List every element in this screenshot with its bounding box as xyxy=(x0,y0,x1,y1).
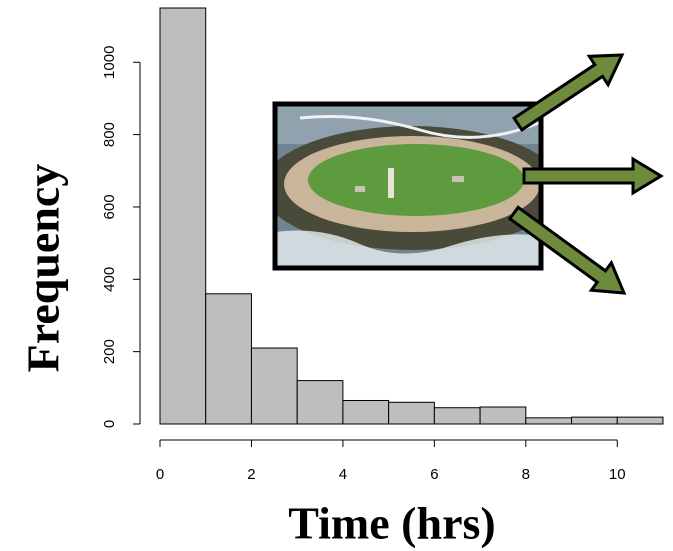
plot-area: 0 200 400 600 800 1000 0 2 4 6 8 10 xyxy=(101,7,664,483)
y-tick-label: 400 xyxy=(101,267,118,292)
bar xyxy=(571,416,618,425)
inset-photo xyxy=(272,101,544,271)
arrow xyxy=(507,205,627,295)
x-tick-label: 10 xyxy=(609,466,626,483)
bar xyxy=(342,399,390,425)
y-tick-label: 200 xyxy=(101,339,118,364)
x-tick-label: 6 xyxy=(430,466,438,483)
x-tick-label: 2 xyxy=(247,466,255,483)
y-tick-label: 800 xyxy=(101,122,118,147)
x-tick-label: 8 xyxy=(522,466,530,483)
y-tick-label: 1000 xyxy=(101,46,118,79)
y-tick-label: 0 xyxy=(101,420,118,428)
bar xyxy=(479,406,527,425)
y-tick-label: 600 xyxy=(101,194,118,219)
bar xyxy=(205,293,252,425)
arrow xyxy=(522,156,664,196)
arrows xyxy=(507,53,664,295)
x-axis-label: Time (hrs) xyxy=(288,498,495,549)
x-tick-label: 0 xyxy=(156,466,164,483)
arrow xyxy=(512,53,625,132)
bar xyxy=(296,380,344,425)
y-axis-label: Frequency xyxy=(18,164,69,373)
x-tick-label: 4 xyxy=(339,466,347,483)
bar xyxy=(250,347,298,425)
bar xyxy=(388,401,435,425)
bar xyxy=(616,416,664,425)
bar xyxy=(433,407,481,425)
bar xyxy=(525,417,573,425)
bar xyxy=(159,7,207,425)
